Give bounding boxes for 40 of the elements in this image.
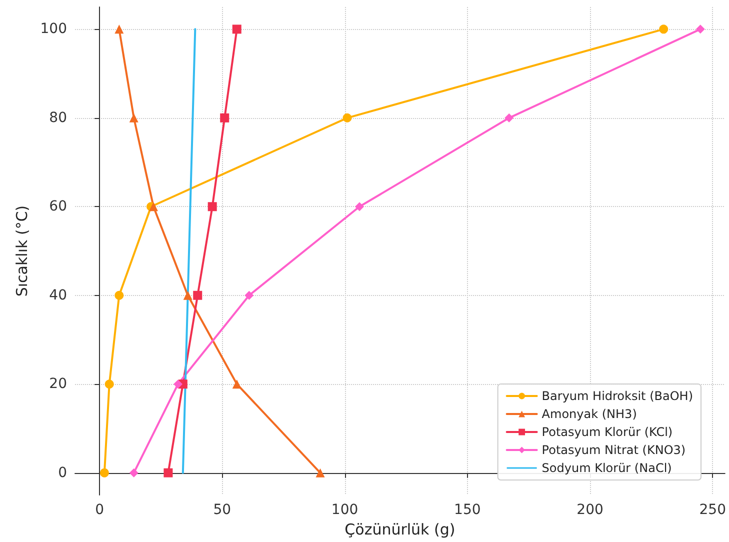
point [129, 113, 138, 122]
x-tick-label: 200 [576, 502, 604, 518]
point [129, 468, 138, 478]
y-tick-label: 40 [49, 287, 67, 304]
point [100, 468, 109, 478]
y-tick-label: 0 [58, 464, 67, 481]
point [232, 380, 242, 389]
point [193, 290, 202, 300]
y-tick-label: 100 [40, 21, 67, 38]
x-tick-label: 0 [95, 502, 104, 518]
point [208, 202, 217, 212]
x-axis-title: Çözünürlük (g) [344, 520, 456, 538]
x-tick-label: 100 [331, 502, 358, 518]
point [244, 290, 254, 300]
x-tick-label: 250 [699, 502, 726, 518]
point [164, 468, 173, 478]
point [232, 24, 242, 34]
point [342, 113, 352, 122]
x-tick-label: 150 [454, 502, 481, 518]
legend-label: Potasyum Klorür (KCl) [542, 425, 673, 439]
point [183, 290, 192, 300]
point [104, 380, 114, 389]
point [354, 202, 364, 212]
point [114, 24, 124, 34]
point [696, 24, 705, 34]
point [174, 380, 183, 389]
point [659, 24, 668, 34]
point [316, 468, 325, 478]
legend-label: Potasyum Nitrat (KNO3) [542, 443, 686, 457]
legend-label: Amonyak (NH3) [542, 407, 637, 421]
y-tick-label: 20 [49, 376, 67, 392]
y-axis-title: Sıcaklık (°C) [12, 205, 31, 297]
x-tick-label: 50 [213, 502, 232, 518]
point [220, 113, 230, 122]
y-tick-label: 80 [49, 110, 67, 126]
y-tick-label: 60 [49, 198, 67, 215]
point [114, 290, 124, 300]
point [504, 113, 514, 122]
legend-label: Sodyum Klorür (NaCl) [542, 461, 672, 475]
legend-label: Baryum Hidroksit (BaOH) [542, 389, 694, 403]
